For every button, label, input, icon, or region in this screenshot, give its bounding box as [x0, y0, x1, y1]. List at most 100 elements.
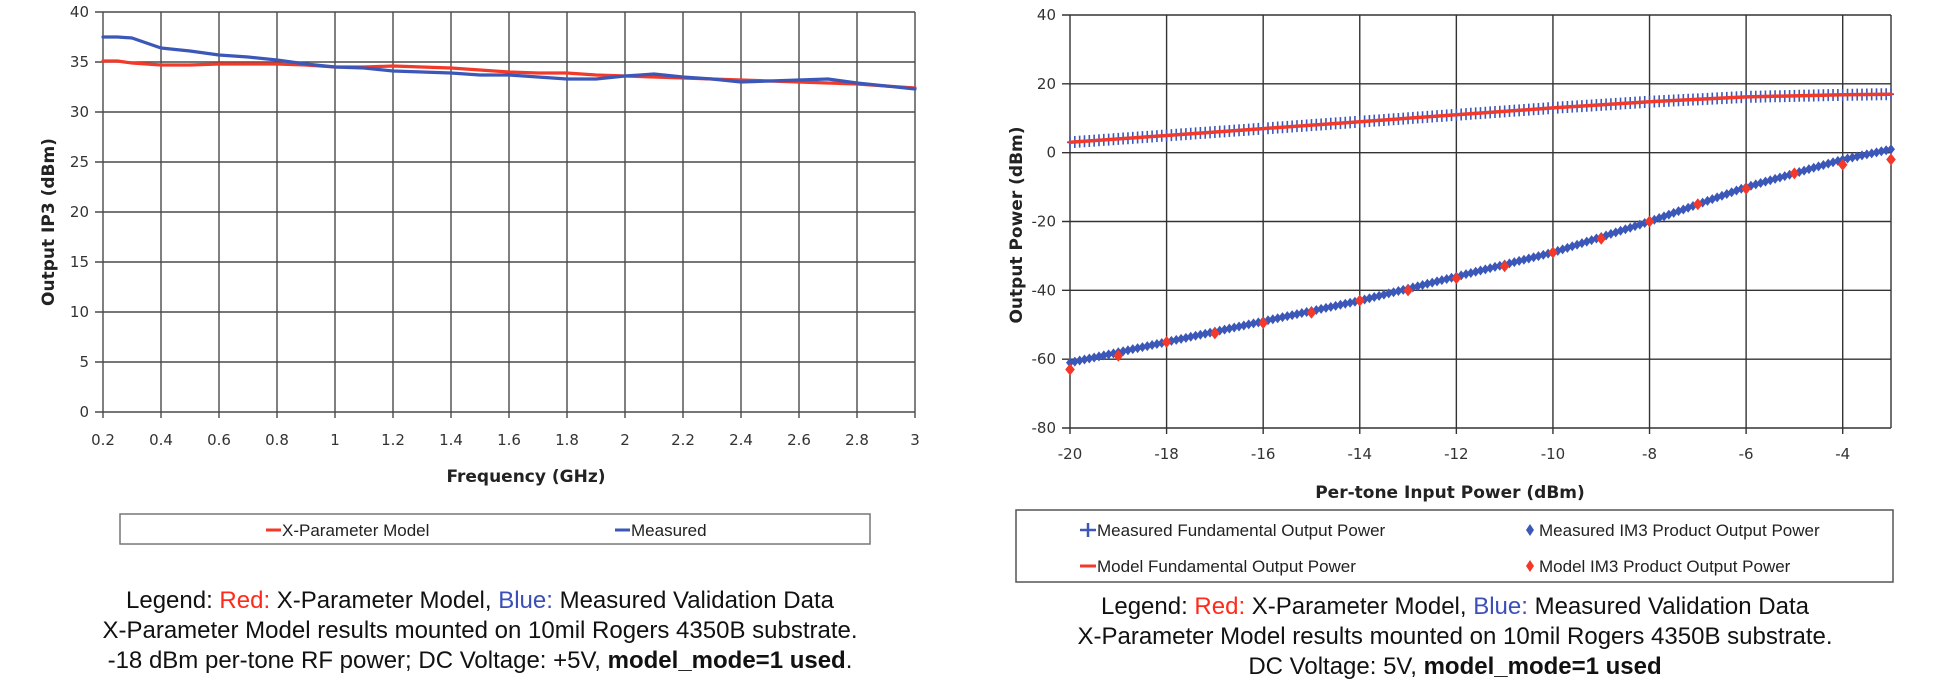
data-point-measured-im3-product-output-power: [1476, 265, 1485, 276]
data-point-measured-fundamental-output-power: [1617, 97, 1624, 110]
caption-text: .: [845, 647, 853, 674]
data-point-measured-fundamental-output-power: [1284, 120, 1291, 133]
data-point-measured-im3-product-output-power: [1698, 197, 1707, 208]
data-point-measured-im3-product-output-power: [1539, 249, 1548, 260]
data-point-measured-im3-product-output-power: [1090, 352, 1099, 363]
data-point-measured-im3-product-output-power: [1621, 224, 1630, 235]
data-point-measured-im3-product-output-power: [1635, 219, 1644, 230]
data-point-measured-im3-product-output-power: [1215, 325, 1224, 336]
data-point-measured-fundamental-output-power: [1327, 117, 1334, 130]
data-point-measured-im3-product-output-power: [1350, 296, 1359, 307]
data-point-measured-fundamental-output-power: [1091, 134, 1098, 147]
data-point-measured-im3-product-output-power: [1490, 261, 1499, 272]
caption-text: Measured Validation Data: [1527, 593, 1809, 620]
data-point-measured-fundamental-output-power: [1405, 112, 1412, 125]
data-point-measured-im3-product-output-power: [1602, 230, 1611, 241]
data-point-measured-fundamental-output-power: [1844, 88, 1851, 101]
data-point-measured-im3-product-output-power: [1119, 346, 1128, 357]
data-point-measured-im3-product-output-power: [1370, 292, 1379, 303]
right-caption-line2: X-Parameter Model results mounted on 10m…: [1077, 623, 1833, 650]
data-point-measured-im3-product-output-power: [1268, 314, 1277, 325]
data-point-measured-fundamental-output-power: [1574, 100, 1581, 113]
data-point-measured-fundamental-output-power: [1115, 132, 1122, 145]
data-point-measured-fundamental-output-power: [1144, 130, 1151, 143]
data-point-measured-im3-product-output-power: [1254, 317, 1263, 328]
data-point-measured-im3-product-output-power: [1664, 209, 1673, 220]
data-point-measured-fundamental-output-power: [1704, 92, 1711, 105]
data-point-measured-im3-product-output-power: [1162, 336, 1171, 347]
data-point-measured-fundamental-output-power: [1400, 112, 1407, 125]
data-point-measured-fundamental-output-power: [1636, 96, 1643, 109]
data-point-measured-fundamental-output-power: [1477, 107, 1484, 120]
data-point-measured-fundamental-output-power: [1733, 91, 1740, 104]
data-point-measured-im3-product-output-power: [1104, 349, 1113, 360]
data-point-measured-im3-product-output-power: [1616, 225, 1625, 236]
data-point-measured-fundamental-output-power: [1265, 122, 1272, 135]
left-caption-line1: Legend: Red: X-Parameter Model, Blue: Me…: [20, 586, 940, 616]
data-point-measured-im3-product-output-power: [1737, 183, 1746, 194]
data-point-measured-fundamental-output-power: [1226, 124, 1233, 137]
data-point-measured-fundamental-output-power: [1322, 118, 1329, 131]
data-point-measured-im3-product-output-power: [1606, 228, 1615, 239]
data-point-measured-im3-product-output-power: [1824, 158, 1833, 169]
data-point-measured-im3-product-output-power: [1819, 160, 1828, 171]
data-point-measured-im3-product-output-power: [1882, 145, 1891, 156]
data-point-model-im3-product-output-power: [1499, 260, 1510, 273]
data-point-measured-fundamental-output-power: [1463, 108, 1470, 121]
data-point-measured-im3-product-output-power: [1157, 337, 1166, 348]
left-caption-line2: X-Parameter Model results mounted on 10m…: [102, 617, 858, 644]
data-point-measured-im3-product-output-power: [1109, 348, 1118, 359]
data-point-measured-im3-product-output-power: [1133, 343, 1142, 354]
data-point-measured-fundamental-output-power: [1694, 93, 1701, 106]
left-chart-ylabel: Output IP3 (dBm): [39, 138, 59, 306]
data-point-measured-fundamental-output-power: [1854, 88, 1861, 101]
caption-text: X-Parameter Model,: [270, 587, 499, 614]
data-point-measured-im3-product-output-power: [1809, 162, 1818, 173]
data-point-measured-im3-product-output-power: [1244, 319, 1253, 330]
x-tick-label: -18: [1154, 445, 1179, 463]
right-caption: Legend: Red: X-Parameter Model, Blue: Me…: [1000, 592, 1910, 682]
data-point-measured-im3-product-output-power: [1225, 323, 1234, 334]
data-point-measured-im3-product-output-power: [1172, 334, 1181, 345]
data-point-measured-im3-product-output-power: [1877, 146, 1886, 157]
data-point-measured-fundamental-output-power: [1482, 106, 1489, 119]
data-point-measured-fundamental-output-power: [1173, 128, 1180, 141]
y-tick-label: -80: [1032, 419, 1057, 437]
data-point-measured-im3-product-output-power: [1544, 248, 1553, 259]
data-point-measured-im3-product-output-power: [1181, 332, 1190, 343]
legend-swatch-measured-fundamental: [1080, 523, 1096, 537]
data-point-measured-fundamental-output-power: [1443, 109, 1450, 122]
x-tick-label: 1: [330, 431, 340, 449]
data-point-measured-fundamental-output-power: [1245, 123, 1252, 136]
data-point-measured-im3-product-output-power: [1230, 322, 1239, 333]
data-point-measured-im3-product-output-power: [1771, 173, 1780, 184]
data-point-measured-fundamental-output-power: [1781, 90, 1788, 103]
left-caption: Legend: Red: X-Parameter Model, Blue: Me…: [20, 586, 940, 676]
data-point-measured-fundamental-output-power: [1260, 122, 1267, 135]
data-point-measured-fundamental-output-power: [1371, 114, 1378, 127]
data-point-measured-fundamental-output-power: [1337, 117, 1344, 130]
data-point-measured-im3-product-output-power: [1515, 255, 1524, 266]
data-point-measured-fundamental-output-power: [1409, 111, 1416, 124]
data-point-measured-im3-product-output-power: [1519, 254, 1528, 265]
data-point-measured-im3-product-output-power: [1510, 257, 1519, 268]
data-point-measured-im3-product-output-power: [1326, 301, 1335, 312]
data-point-measured-fundamental-output-power: [1747, 90, 1754, 103]
data-point-measured-fundamental-output-power: [1221, 125, 1228, 138]
data-point-measured-im3-product-output-power: [1573, 239, 1582, 250]
y-tick-label: 20: [1037, 75, 1056, 93]
data-point-measured-im3-product-output-power: [1660, 211, 1669, 222]
legend-swatch-model-im3: [1526, 560, 1534, 572]
legend-label-measured-im3: Measured IM3 Product Output Power: [1539, 521, 1820, 540]
data-point-measured-fundamental-output-power: [1554, 101, 1561, 114]
data-point-measured-fundamental-output-power: [1501, 105, 1508, 118]
data-point-measured-fundamental-output-power: [1603, 98, 1610, 111]
data-point-measured-fundamental-output-power: [1612, 97, 1619, 110]
data-point-measured-fundamental-output-power: [1752, 90, 1759, 103]
left-chart-xlabel: Frequency (GHz): [446, 467, 605, 487]
data-point-measured-fundamental-output-power: [1762, 90, 1769, 103]
data-point-measured-im3-product-output-power: [1191, 330, 1200, 341]
right-chart-ylabel: Output Power (dBm): [1007, 126, 1027, 323]
data-point-measured-fundamental-output-power: [1139, 131, 1146, 144]
data-point-measured-im3-product-output-power: [1548, 247, 1557, 258]
